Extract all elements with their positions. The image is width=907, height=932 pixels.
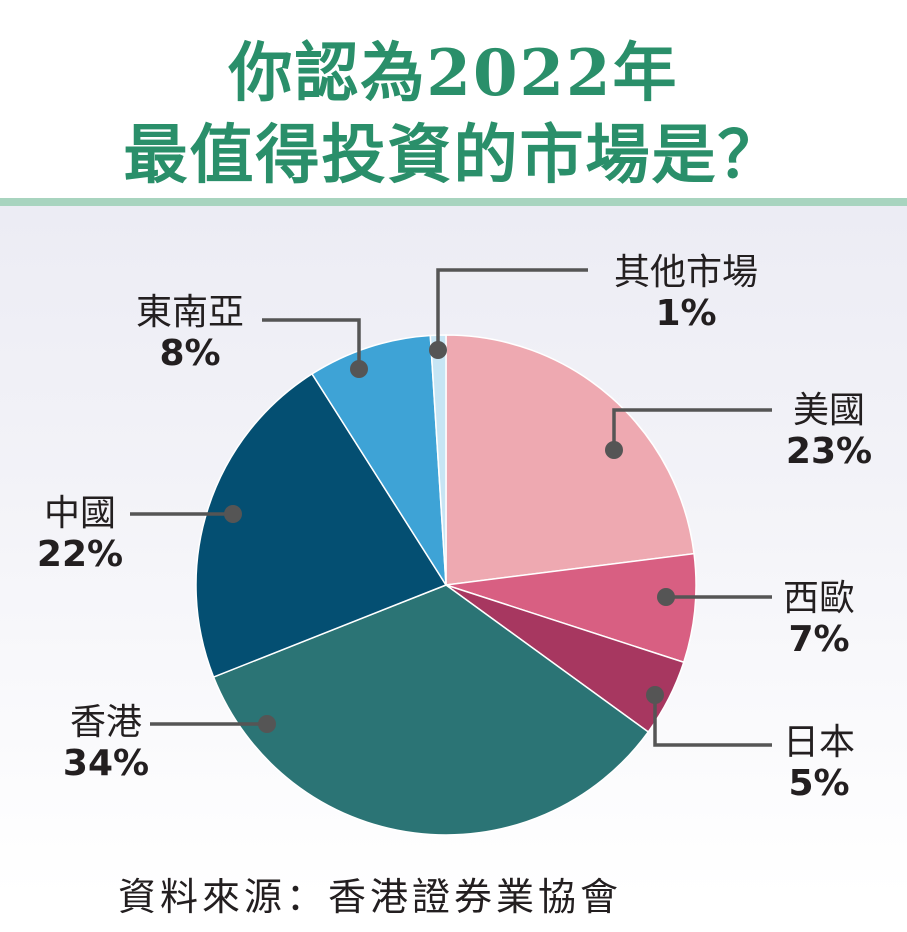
leader-dot-other-markets	[429, 341, 447, 359]
chart-title-line-2: 最值得投資的市場是？	[123, 118, 784, 193]
label-hong-kong-name: 香港	[69, 702, 142, 743]
label-hong-kong-pct: 34%	[62, 743, 150, 785]
label-southeast-asia-pct: 8%	[159, 333, 221, 375]
label-china: 中國 22%	[30, 493, 130, 576]
label-usa-name: 美國	[792, 390, 865, 431]
source-note: 資料來源：香港證券業協會	[118, 875, 623, 919]
label-southeast-asia-name: 東南亞	[135, 292, 244, 333]
label-other-markets-name: 其他市場	[613, 252, 758, 293]
leader-dot-southeast-asia	[350, 360, 368, 378]
title-area: 你認為2022年 最值得投資的市場是？	[0, 0, 907, 196]
label-japan-pct: 5%	[788, 763, 850, 805]
leader-line-japan	[653, 695, 772, 747]
title-divider	[0, 198, 907, 206]
leader-dot-western-europe	[657, 588, 675, 606]
label-china-name: 中國	[43, 493, 116, 534]
leader-line-southeast-asia	[262, 318, 361, 369]
pie-slice-usa	[445, 334, 695, 586]
label-china-pct: 22%	[36, 534, 124, 576]
leader-line-usa	[612, 408, 772, 450]
label-hong-kong: 香港 34%	[56, 702, 156, 785]
label-western-europe: 西歐 7%	[776, 578, 862, 661]
label-southeast-asia: 東南亞 8%	[126, 292, 254, 375]
label-usa-pct: 23%	[785, 431, 873, 473]
label-other-markets-pct: 1%	[655, 293, 717, 335]
label-japan: 日本 5%	[776, 722, 862, 805]
pie-slice-western-europe	[445, 552, 697, 664]
label-usa: 美國 23%	[776, 390, 882, 473]
leader-line-other-markets	[436, 268, 588, 350]
label-japan-name: 日本	[782, 722, 855, 763]
pie-slice-southeast-asia	[311, 334, 447, 586]
leader-dot-japan	[646, 686, 664, 704]
pie-slice-china	[195, 372, 448, 679]
leader-dot-hong-kong	[258, 715, 276, 733]
label-other-markets: 其他市場 1%	[586, 252, 786, 335]
chart-title-line-1: 你認為2022年	[228, 36, 679, 111]
leader-dot-usa	[605, 441, 623, 459]
label-western-europe-name: 西歐	[782, 578, 855, 619]
label-western-europe-pct: 7%	[788, 619, 850, 661]
pie-slice-hong-kong	[212, 584, 650, 836]
leader-dot-china	[224, 505, 242, 523]
